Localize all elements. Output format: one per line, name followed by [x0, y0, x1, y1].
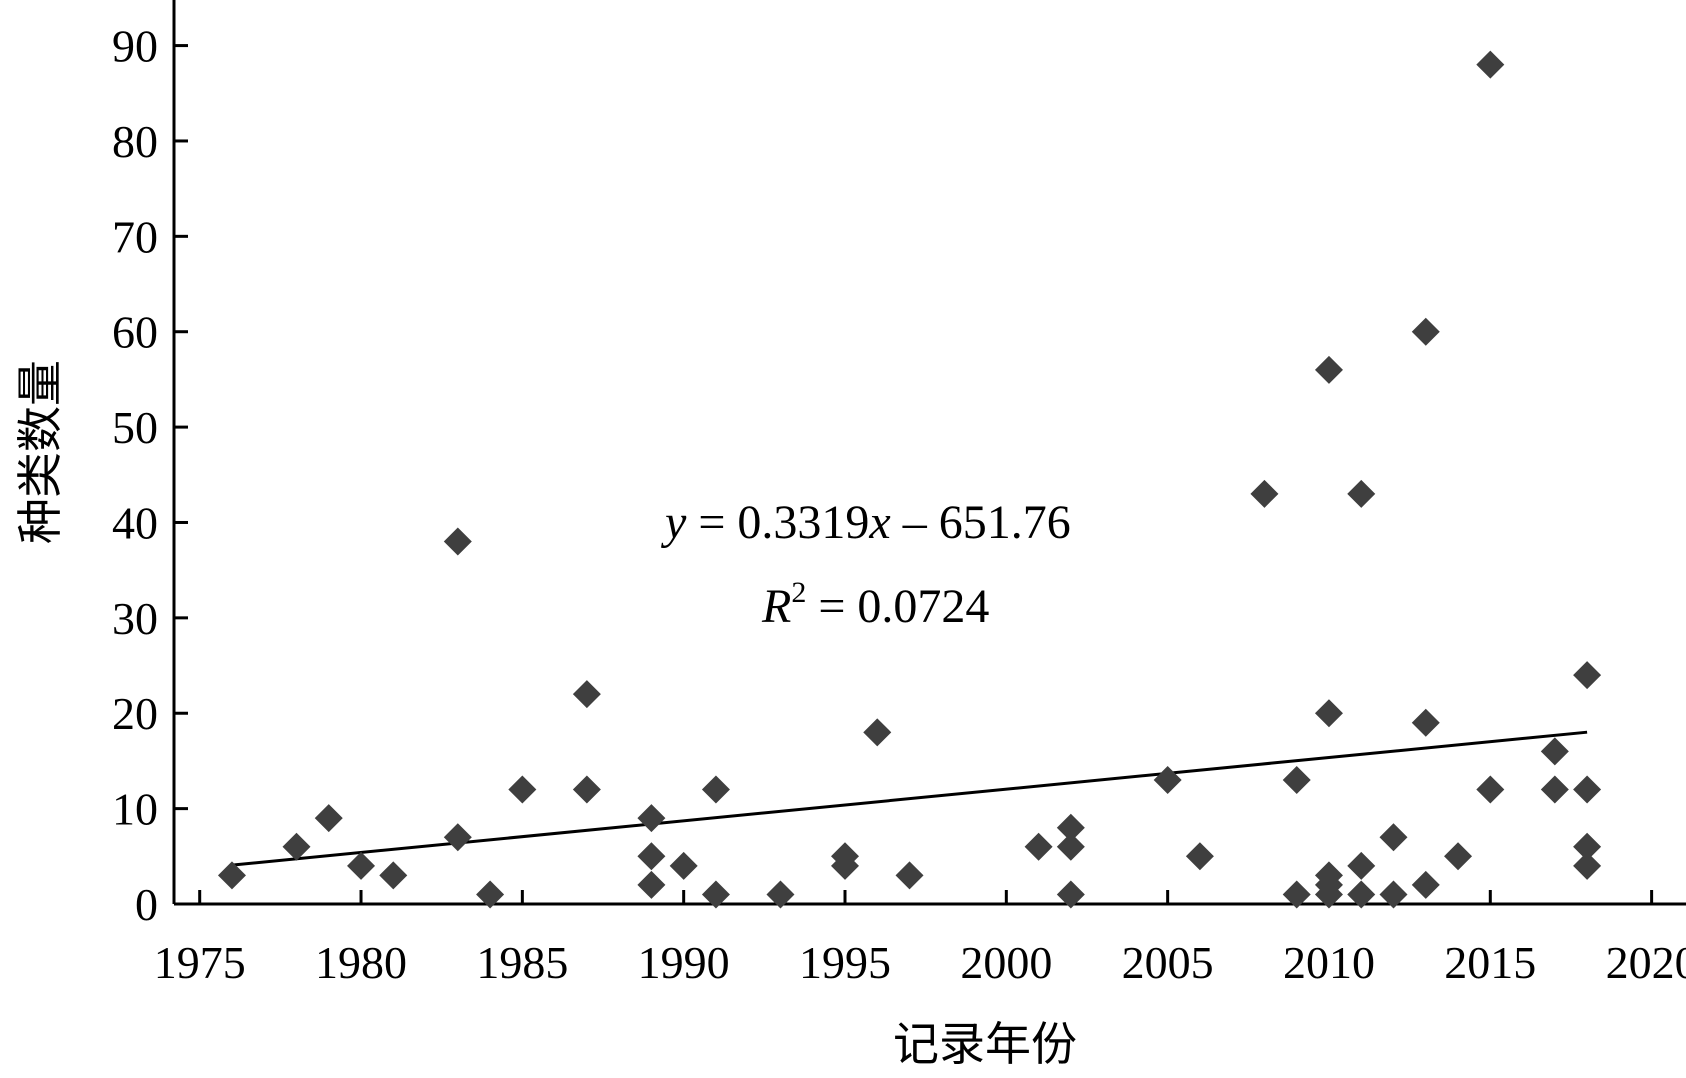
- data-point: [1444, 842, 1473, 871]
- y-tick-label: 0: [135, 879, 158, 930]
- data-point: [895, 861, 924, 890]
- data-point: [443, 823, 472, 852]
- data-point: [314, 804, 343, 833]
- x-tick-label: 1990: [638, 937, 730, 988]
- trendline: [231, 730, 1588, 867]
- data-point: [1573, 832, 1602, 861]
- data-point: [1347, 479, 1376, 508]
- x-tick-label: 2000: [960, 937, 1052, 988]
- y-tick-label: 50: [112, 402, 158, 453]
- data-point: [1411, 708, 1440, 737]
- y-tick-label: 90: [112, 21, 158, 72]
- data-point: [1540, 775, 1569, 804]
- data-point: [1056, 813, 1085, 842]
- data-point: [1476, 50, 1505, 79]
- data-point: [1540, 737, 1569, 766]
- data-point: [1347, 880, 1376, 909]
- data-points: [217, 50, 1602, 909]
- data-point: [766, 880, 795, 909]
- data-point: [572, 775, 601, 804]
- data-point: [476, 880, 505, 909]
- x-axis: 1975 1980 1985 1990 1995 2000 2005 2010 2015 2020: [154, 890, 1686, 988]
- data-point: [701, 775, 730, 804]
- y-tick-label: 80: [112, 116, 158, 167]
- equation-y-symbol: y: [660, 496, 687, 549]
- y-axis-title: 种类数量: [13, 360, 67, 544]
- data-point: [347, 851, 376, 880]
- data-point: [1314, 355, 1343, 384]
- data-point: [669, 851, 698, 880]
- y-tick-label: 10: [112, 784, 158, 835]
- r-squared-symbol: R: [761, 580, 791, 633]
- data-point: [1476, 775, 1505, 804]
- r-squared: R2 = 0.0724: [761, 576, 989, 633]
- y-axis: 0 10 20 30 40 50 60 70 80 90: [112, 0, 188, 930]
- data-point: [1379, 823, 1408, 852]
- y-tick-label: 30: [112, 593, 158, 644]
- data-point: [1185, 842, 1214, 871]
- data-point: [1056, 880, 1085, 909]
- x-tick-label: 2020: [1606, 937, 1686, 988]
- data-point: [1282, 880, 1311, 909]
- data-point: [1347, 851, 1376, 880]
- data-point: [379, 861, 408, 890]
- equation-coefficient: = 0.3319: [686, 496, 869, 549]
- data-point: [1411, 317, 1440, 346]
- x-tick-label: 2010: [1283, 937, 1375, 988]
- data-point: [1314, 699, 1343, 728]
- y-tick-label: 70: [112, 211, 158, 262]
- equation-intercept: – 651.76: [891, 496, 1071, 549]
- y-axis-ticks: 0 10 20 30 40 50 60 70 80 90: [112, 21, 188, 930]
- data-point: [1282, 766, 1311, 795]
- y-tick-label: 60: [112, 307, 158, 358]
- data-point: [1153, 766, 1182, 795]
- regression-equation: y = 0.3319x – 651.76: [660, 496, 1071, 549]
- x-tick-label: 1985: [476, 937, 568, 988]
- data-point: [1314, 880, 1343, 909]
- data-point: [637, 842, 666, 871]
- data-point: [637, 804, 666, 833]
- r-squared-value: = 0.0724: [806, 580, 989, 633]
- data-point: [1573, 661, 1602, 690]
- x-axis-ticks: 1975 1980 1985 1990 1995 2000 2005 2010 2015 2020: [154, 890, 1686, 988]
- data-point: [1573, 851, 1602, 880]
- data-point: [831, 851, 859, 880]
- data-point: [282, 832, 311, 861]
- data-point: [443, 527, 472, 556]
- data-point: [1024, 832, 1053, 861]
- y-tick-label: 40: [112, 497, 158, 548]
- data-point: [217, 861, 246, 890]
- x-tick-label: 2005: [1122, 937, 1214, 988]
- equation-x-symbol: x: [868, 496, 890, 549]
- data-point: [701, 880, 730, 909]
- r-squared-superscript: 2: [791, 576, 806, 609]
- data-point: [863, 718, 892, 747]
- data-point: [1411, 870, 1440, 899]
- x-axis-title: 记录年份: [893, 1017, 1077, 1071]
- x-tick-label: 2015: [1444, 937, 1536, 988]
- y-tick-label: 20: [112, 688, 158, 739]
- x-tick-label: 1995: [799, 937, 891, 988]
- data-point: [1250, 479, 1279, 508]
- data-point: [572, 680, 601, 709]
- trendline-path: [231, 730, 1588, 867]
- data-point: [508, 775, 537, 804]
- x-tick-label: 1980: [315, 937, 407, 988]
- data-point: [1573, 775, 1602, 804]
- x-tick-label: 1975: [154, 937, 246, 988]
- data-point: [637, 870, 666, 899]
- data-point: [1379, 880, 1408, 909]
- data-point: [1056, 832, 1085, 861]
